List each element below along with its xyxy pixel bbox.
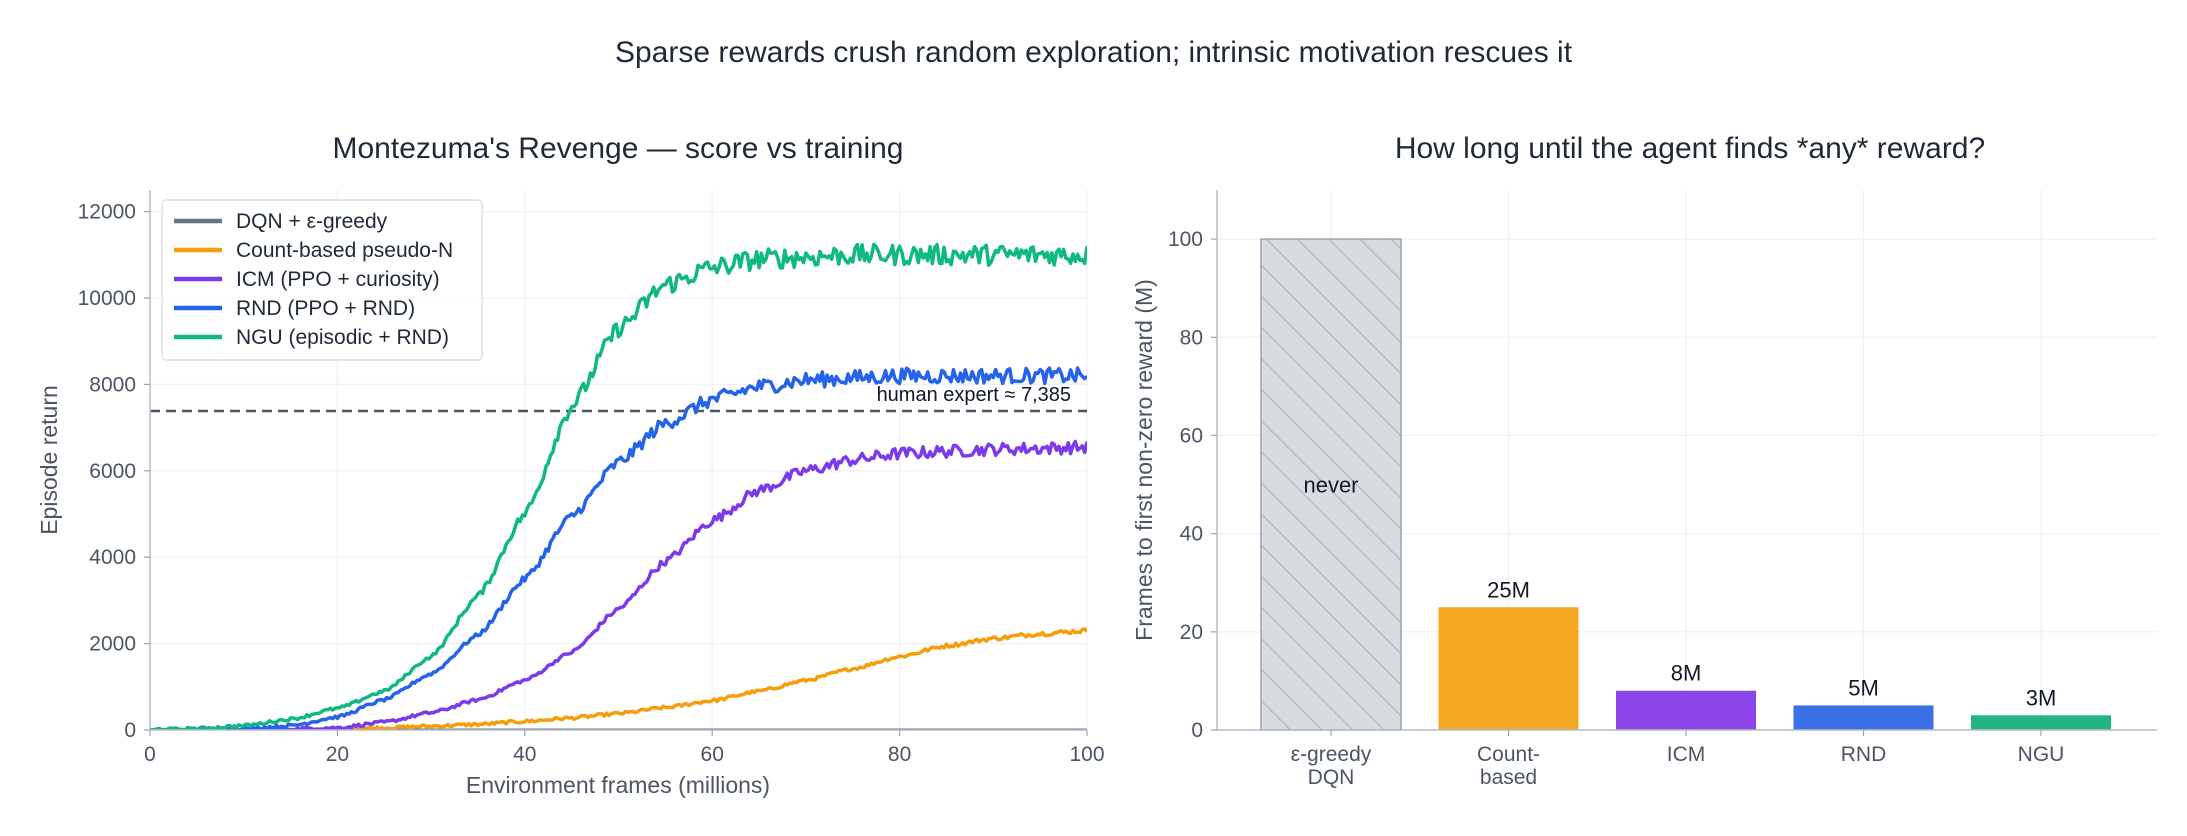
bar-label-1: 25M <box>1487 577 1530 602</box>
y-tick-label: 0 <box>1191 719 1203 742</box>
y-tick-label: 2000 <box>89 633 136 656</box>
x-tick-label: 40 <box>513 743 536 766</box>
x-tick-label: 60 <box>701 743 724 766</box>
bar-label-0: never <box>1303 473 1358 498</box>
bar-label-4: 3M <box>2026 685 2057 710</box>
left-x-axis-label: Environment frames (millions) <box>466 772 770 798</box>
y-tick-label: 4000 <box>89 546 136 569</box>
legend-label-2: ICM (PPO + curiosity) <box>236 268 440 291</box>
right-chart-title: How long until the agent finds *any* rew… <box>1395 132 1985 165</box>
figure-title: Sparse rewards crush random exploration;… <box>614 36 1573 69</box>
human-expert-label: human expert ≈ 7,385 <box>877 384 1071 406</box>
x-tick-label: Count- <box>1477 743 1540 766</box>
y-tick-label: 100 <box>1168 228 1203 251</box>
y-tick-label: 10000 <box>78 287 136 310</box>
y-tick-label: 12000 <box>78 201 136 224</box>
y-tick-label: 40 <box>1180 523 1203 546</box>
legend-label-1: Count-based pseudo-N <box>236 239 453 262</box>
right-axes <box>1216 190 2157 731</box>
y-tick-label: 8000 <box>89 373 136 396</box>
x-tick-label: 100 <box>1069 743 1104 766</box>
left-series-lines <box>150 242 1087 730</box>
x-tick-label: NGU <box>2018 743 2065 766</box>
x-tick-label: DQN <box>1308 766 1355 789</box>
x-tick-label: 0 <box>144 743 156 766</box>
left-y-axis-label: Episode return <box>36 385 62 535</box>
right-bars: never 25M 8M 5M 3M <box>1260 238 2111 731</box>
x-tick-label: ICM <box>1667 743 1706 766</box>
left-axes <box>149 190 1087 731</box>
y-tick-label: 20 <box>1180 621 1203 644</box>
legend-label-0: DQN + ε-greedy <box>236 210 388 233</box>
x-tick-label: 20 <box>326 743 349 766</box>
bar-3 <box>1793 705 1934 730</box>
left-ticks: 0 20 40 60 80 100 0 2000 4000 6000 8000 10000 12000 <box>78 201 1105 766</box>
x-tick-label: ε-greedy <box>1291 743 1372 766</box>
human-expert-reference: human expert ≈ 7,385 <box>150 384 1087 413</box>
bar-1 <box>1438 607 1579 730</box>
bar-2 <box>1616 690 1756 730</box>
y-tick-label: 0 <box>124 719 136 742</box>
series-line-4 <box>150 242 1087 730</box>
x-tick-label: based <box>1480 766 1537 789</box>
x-tick-label: RND <box>1841 743 1887 766</box>
bar-hatch-0 <box>1261 239 1401 730</box>
legend-box <box>161 199 483 361</box>
legend-label-3: RND (PPO + RND) <box>236 297 415 320</box>
series-line-2 <box>150 439 1087 730</box>
y-tick-label: 60 <box>1180 424 1203 447</box>
line-chart: human expert ≈ 7,385 0 20 40 60 80 100 0 2000 40… <box>36 132 1105 798</box>
bar-4 <box>1971 715 2111 730</box>
left-chart-title: Montezuma's Revenge — score vs training <box>333 132 904 165</box>
y-tick-label: 80 <box>1180 326 1203 349</box>
bar-label-2: 8M <box>1671 661 1702 686</box>
legend-label-4: NGU (episodic + RND) <box>236 326 449 349</box>
right-y-axis-label: Frames to first non-zero reward (M) <box>1131 279 1157 641</box>
bar-label-3: 5M <box>1848 675 1879 700</box>
y-tick-label: 6000 <box>89 460 136 483</box>
series-line-3 <box>150 366 1087 730</box>
left-legend: DQN + ε-greedy Count-based pseudo-N ICM (P… <box>161 199 483 361</box>
x-tick-label: 80 <box>888 743 911 766</box>
